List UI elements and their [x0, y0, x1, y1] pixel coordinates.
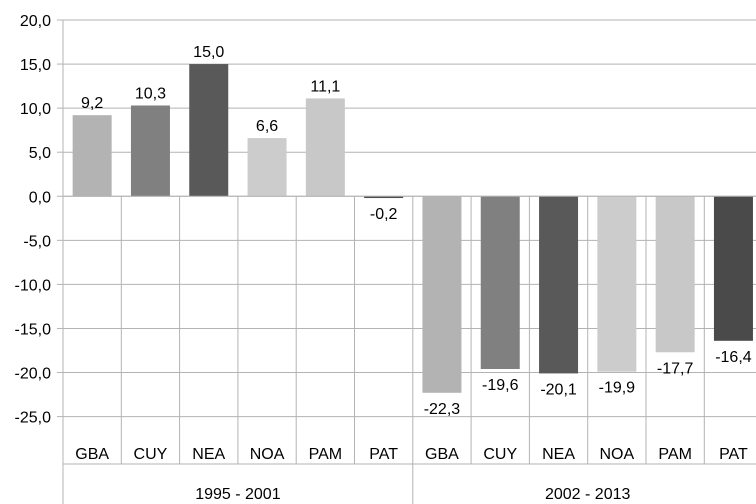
bar-gba-1: [72, 115, 112, 197]
bar-nea-2: [539, 196, 579, 374]
y-tick-label: -20,0: [15, 366, 52, 383]
axes: [57, 19, 756, 504]
y-tick-label: 0,0: [29, 189, 51, 206]
data-label: -20,1: [540, 381, 577, 398]
bar-noa-2: [597, 196, 637, 372]
category-label: NOA: [250, 446, 285, 463]
data-label: -22,3: [424, 401, 461, 418]
y-tick-label: 15,0: [20, 57, 51, 74]
category-label: CUY: [483, 446, 517, 463]
y-tick-label: 20,0: [20, 13, 51, 30]
gridlines: [63, 19, 756, 418]
bar-nea-1: [189, 64, 229, 197]
category-label: NEA: [542, 446, 575, 463]
bar-gba-2: [422, 196, 462, 393]
bar-cuy-1: [130, 105, 170, 197]
data-label: 10,3: [135, 85, 166, 102]
group-label: 2002 - 2013: [545, 486, 631, 503]
data-label: -0,2: [370, 206, 398, 223]
category-label: NOA: [600, 446, 635, 463]
category-label: PAM: [309, 446, 342, 463]
bar-pam-2: [655, 196, 695, 353]
bar-pam-1: [305, 98, 345, 197]
category-label: CUY: [134, 446, 168, 463]
data-label: -17,7: [657, 360, 694, 377]
category-label: PAM: [658, 446, 691, 463]
category-label: PAT: [369, 446, 398, 463]
data-label: 11,1: [310, 78, 340, 95]
y-tick-label: -15,0: [15, 321, 52, 338]
bar-pat-1: [364, 196, 404, 199]
group-label: 1995 - 2001: [195, 486, 281, 503]
data-label: 9,2: [81, 95, 103, 112]
y-tick-label: -25,0: [15, 410, 52, 427]
y-tick-label: 10,0: [20, 101, 51, 118]
data-label: -19,6: [482, 377, 519, 394]
y-tick-label: 5,0: [29, 145, 51, 162]
category-label: NEA: [192, 446, 225, 463]
category-label: GBA: [425, 446, 459, 463]
y-tick-label: -5,0: [23, 233, 51, 250]
data-label: -16,4: [715, 349, 752, 366]
bar-noa-1: [247, 138, 287, 197]
bar-cuy-2: [480, 196, 520, 370]
bar-pat-2: [713, 196, 753, 341]
data-label: 15,0: [193, 44, 224, 61]
bars: [72, 64, 753, 393]
category-label: GBA: [75, 446, 109, 463]
y-tick-label: -10,0: [15, 277, 52, 294]
category-label: PAT: [719, 446, 748, 463]
labels: 20,0 15,0 10,0 5,0 0,0 -5,0 -10,0 -15,0 -20,0 -25…: [15, 13, 752, 503]
data-label: -19,9: [599, 380, 636, 397]
data-label: 6,6: [256, 118, 278, 135]
